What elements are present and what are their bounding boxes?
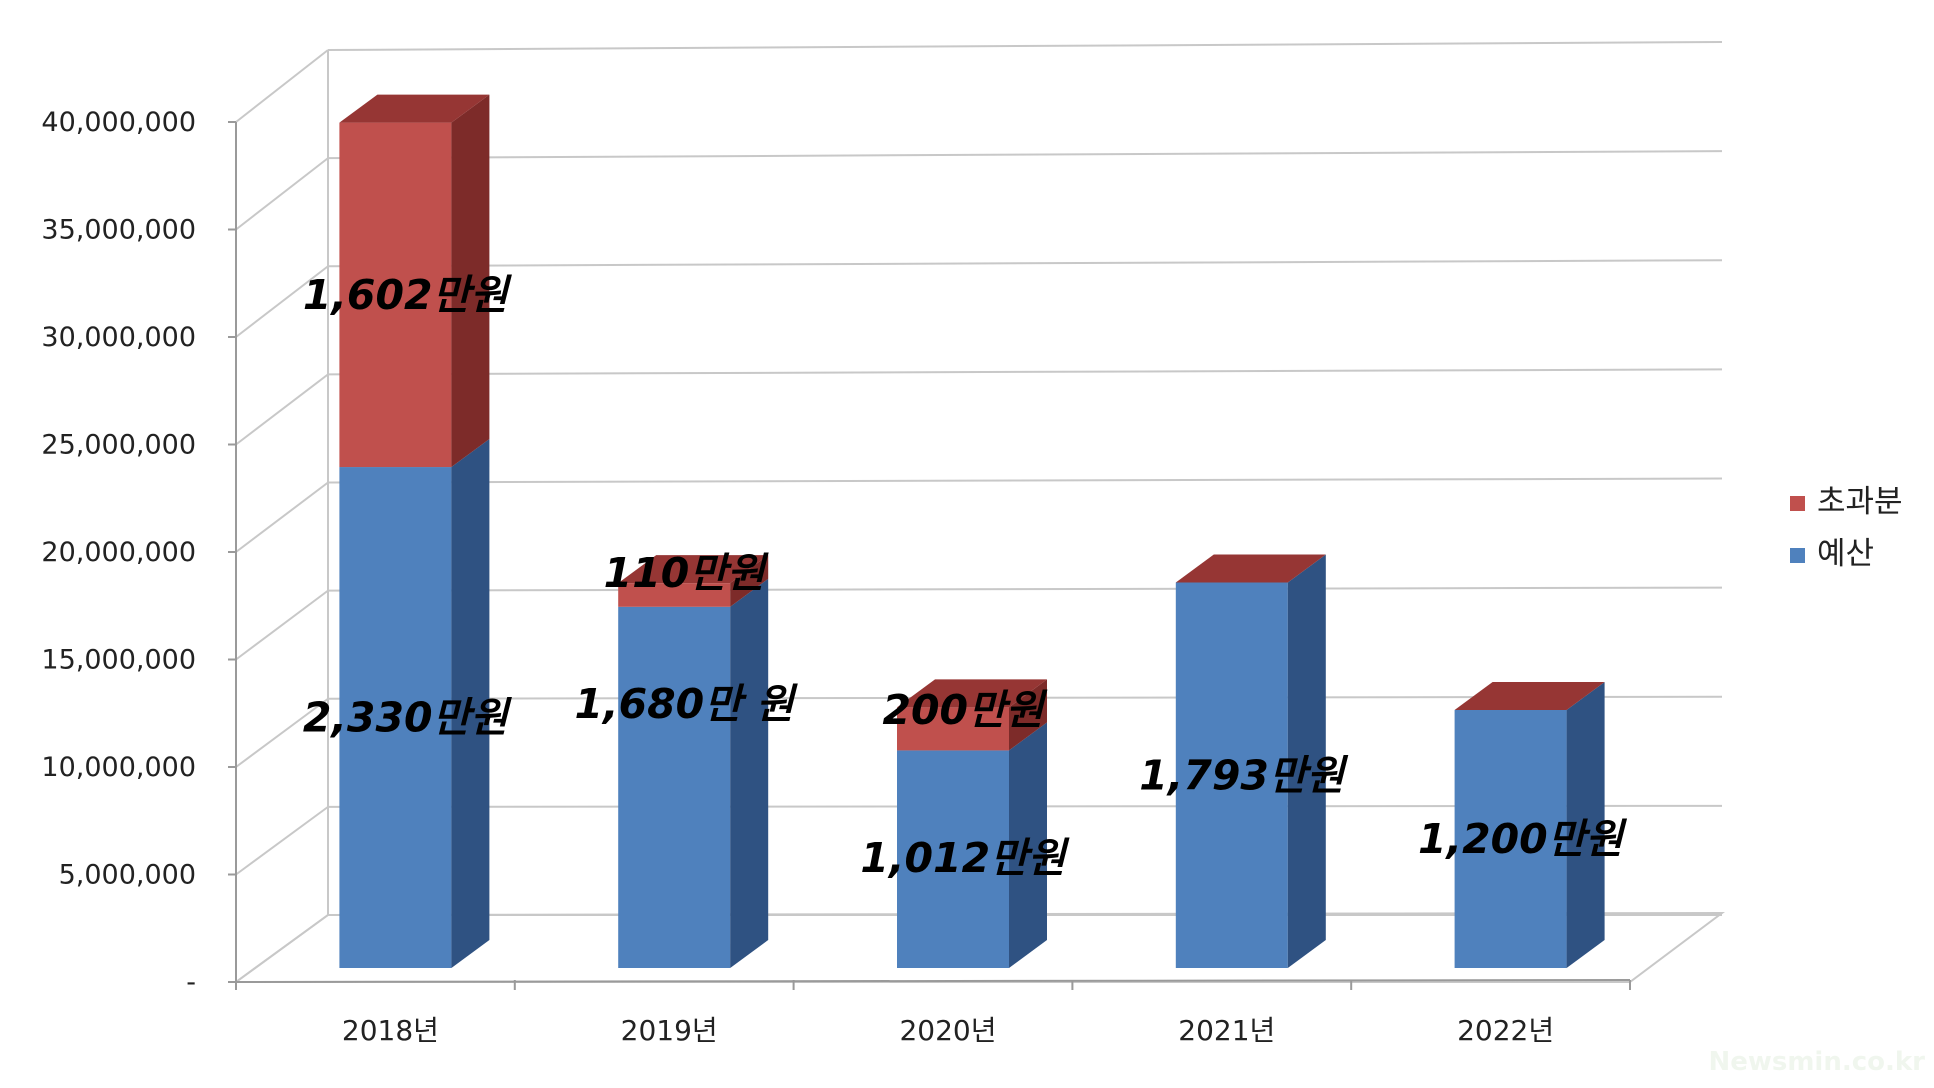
legend-label: 예산 <box>1817 536 1874 572</box>
data-label: 1,602만원 <box>303 271 512 319</box>
data-label: 1,200만원 <box>1418 815 1627 863</box>
data-label: 1,012만원 <box>860 834 1069 882</box>
x-tick-label: 2018년 <box>342 1014 439 1047</box>
gridline-depth <box>235 49 329 123</box>
bar-top-cap <box>897 679 1047 708</box>
gridline <box>327 586 1723 592</box>
x-tick-label: 2021년 <box>1178 1014 1275 1047</box>
gridline <box>327 41 1723 51</box>
y-tick-label: 15,000,000 <box>41 645 196 676</box>
labels-layer: 2018년 2,330만원 1,602만원 2019년 1,680만 원 110만원 202… <box>303 271 1628 1047</box>
bar-budget-front <box>897 750 1009 968</box>
watermark-text: Newsmin.co.kr <box>1708 1047 1925 1077</box>
gridline-depth <box>235 481 329 553</box>
legend-swatch <box>1790 548 1805 563</box>
legend-swatch <box>1790 496 1805 511</box>
x-tick-label: 2020년 <box>899 1014 996 1047</box>
y-tick-label: 20,000,000 <box>41 537 196 568</box>
y-tick-label: 40,000,000 <box>41 107 196 138</box>
data-label: 1,793만원 <box>1139 751 1348 799</box>
data-label: 200만원 <box>882 686 1047 734</box>
bar-over-front <box>339 122 452 468</box>
y-tick-label: - <box>186 967 196 998</box>
gridline-depth <box>235 806 329 876</box>
bar-budget-side <box>1009 722 1047 968</box>
y-tick-label: 35,000,000 <box>41 215 196 246</box>
x-axis <box>235 979 1631 983</box>
gridline-depth <box>235 373 329 446</box>
bar-budget-side <box>1287 554 1326 968</box>
gridline <box>327 150 1723 160</box>
bar-budget-side <box>451 439 490 968</box>
bar-budget-front <box>1454 710 1567 968</box>
y-tick-label: 5,000,000 <box>59 860 196 891</box>
gridline-depth <box>235 157 329 231</box>
x-tick-label: 2019년 <box>621 1014 718 1047</box>
data-label: 2,330만원 <box>303 694 512 742</box>
data-label: 110만원 <box>604 549 769 597</box>
bar-over-front <box>897 707 1009 751</box>
bar-top-cap <box>1175 554 1326 583</box>
legend-label: 초과분 <box>1817 484 1903 520</box>
y-tick-label: 25,000,000 <box>41 430 196 461</box>
bars-layer <box>339 94 1605 968</box>
bar-over-front <box>618 583 731 607</box>
bar-budget-front <box>618 606 731 968</box>
x-tick-label: 2022년 <box>1457 1014 1554 1047</box>
bar-top-cap <box>618 555 769 584</box>
gridline <box>327 259 1723 268</box>
gridline-depth <box>235 697 329 768</box>
gridline <box>327 368 1723 376</box>
y-tick-label: 30,000,000 <box>41 322 196 353</box>
bar-over-side <box>730 555 769 607</box>
bar-budget-front <box>339 467 452 968</box>
y-tick-label: 10,000,000 <box>41 752 196 783</box>
bar-top-cap <box>339 94 490 123</box>
gridline-depth <box>235 265 329 338</box>
data-label: 1,680만 원 <box>574 680 798 728</box>
gridline-depth <box>235 914 329 983</box>
bar-over-side <box>1009 679 1047 751</box>
bar-over-side <box>451 94 490 468</box>
gridline-depth <box>235 589 329 661</box>
bar-budget-front <box>1175 582 1288 968</box>
bar-top-cap <box>1454 682 1605 710</box>
gridline <box>327 477 1723 484</box>
bar-budget-side <box>1566 682 1605 968</box>
bar-budget-side <box>730 578 769 968</box>
